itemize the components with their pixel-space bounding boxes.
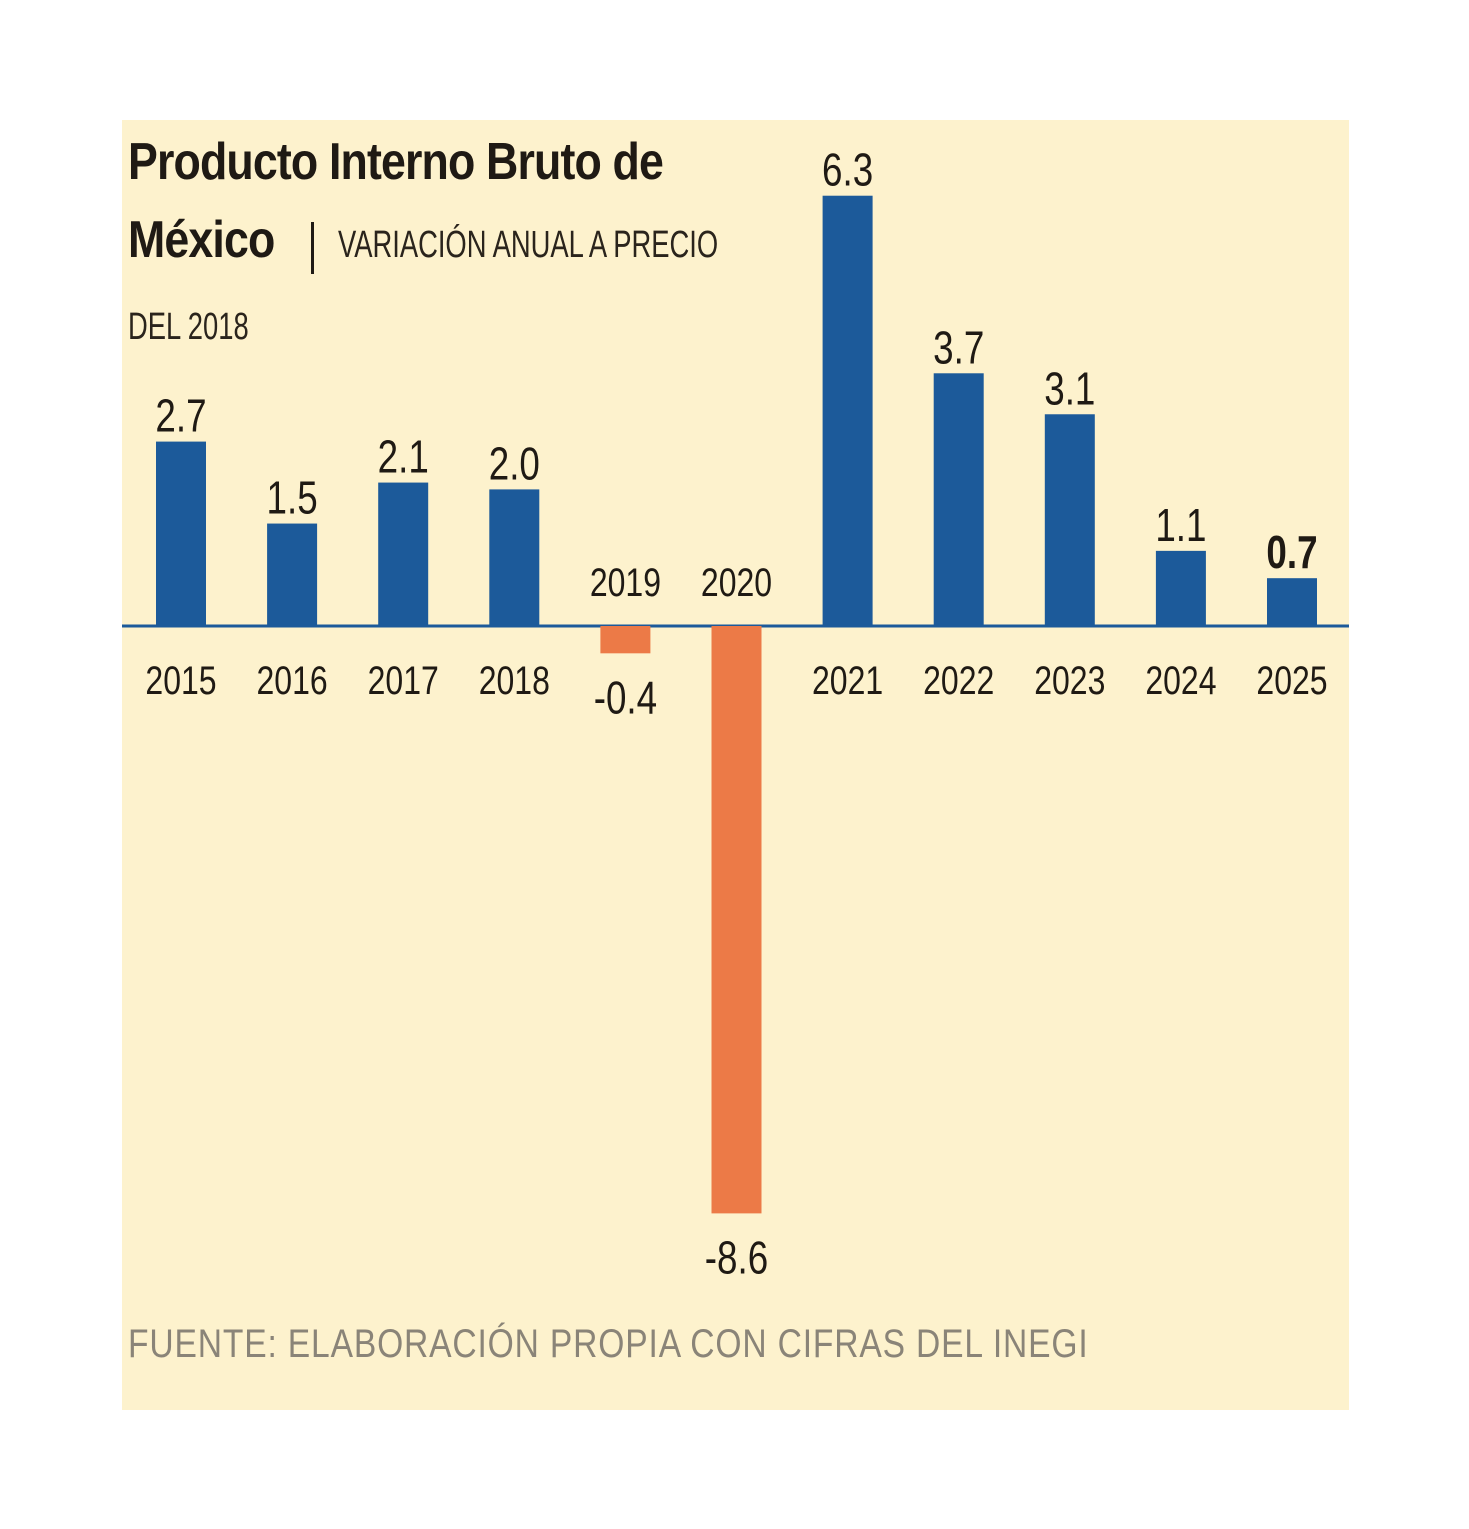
bar-2017 (378, 482, 429, 626)
category-label-2017: 2017 (368, 658, 439, 703)
title-separator (311, 222, 314, 274)
bar-2018 (489, 489, 540, 626)
bar-2019 (600, 626, 651, 654)
bar-2015 (156, 441, 206, 626)
chart-title-country: México (128, 211, 275, 269)
bar-2020 (711, 626, 762, 1214)
value-label-2016: 1.5 (267, 472, 318, 524)
category-label-2020: 2020 (701, 560, 772, 605)
bar-2021 (822, 195, 873, 626)
category-label-2024: 2024 (1145, 658, 1216, 703)
category-label-2023: 2023 (1034, 658, 1105, 703)
value-label-2022: 3.7 (933, 321, 984, 373)
value-label-2024: 1.1 (1155, 499, 1206, 551)
category-label-2015: 2015 (145, 658, 216, 703)
bar-2023 (1044, 414, 1095, 626)
category-label-2022: 2022 (923, 658, 994, 703)
category-label-2018: 2018 (479, 658, 550, 703)
chart-source: FUENTE: ELABORACIÓN PROPIA CON CIFRAS DE… (128, 1322, 1089, 1366)
value-label-2021: 6.3 (822, 144, 873, 196)
category-label-2025: 2025 (1256, 658, 1327, 703)
category-label-2019: 2019 (590, 560, 661, 605)
value-label-2019: -0.4 (594, 671, 657, 723)
bar-2022 (933, 373, 984, 626)
value-label-2018: 2.0 (489, 437, 540, 489)
value-label-2017: 2.1 (378, 431, 429, 483)
value-label-2023: 3.1 (1044, 362, 1095, 414)
bar-2024 (1155, 550, 1206, 626)
bar-2016 (267, 523, 318, 626)
value-label-2025: 0.7 (1266, 526, 1317, 578)
category-label-2016: 2016 (257, 658, 328, 703)
bar-2025 (1267, 578, 1317, 626)
chart-subtitle: VARIACIÓN ANUAL A PRECIO (338, 224, 719, 266)
value-label-2020: -8.6 (705, 1231, 768, 1283)
chart-title: Producto Interno Bruto de (128, 133, 664, 191)
category-label-2021: 2021 (812, 658, 883, 703)
chart-subtitle-continued: DEL 2018 (128, 306, 249, 348)
value-label-2015: 2.7 (155, 390, 206, 442)
